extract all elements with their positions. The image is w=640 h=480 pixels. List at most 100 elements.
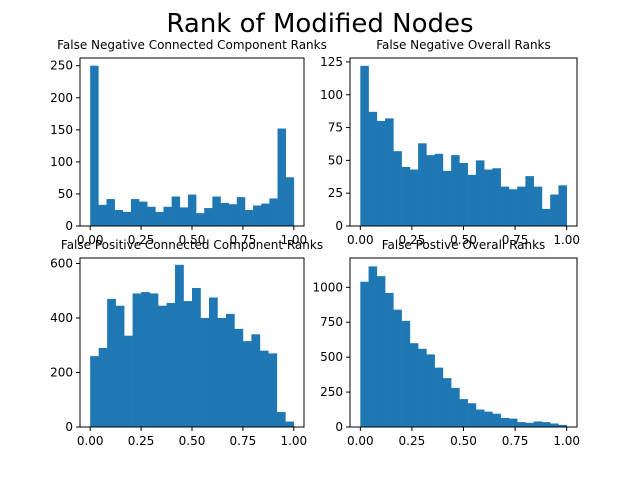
- histogram-bar: [393, 151, 402, 226]
- histogram-bar: [155, 211, 164, 226]
- histogram-bar: [179, 207, 189, 226]
- histogram-bar: [114, 209, 124, 226]
- histogram-bar: [409, 343, 419, 427]
- x-tick-label: 0.75: [230, 434, 257, 448]
- histogram-bar: [385, 118, 394, 226]
- histogram-bar: [558, 185, 567, 226]
- histogram-bar: [236, 197, 246, 226]
- y-tick-label: 200: [50, 91, 73, 105]
- histogram-panel-3: 0.00 0.25 0.50 0.75 1.00 0 200 400 600 False Posi…: [50, 238, 323, 448]
- y-tick-label: 125: [320, 55, 343, 69]
- histogram-bar: [393, 309, 402, 427]
- histogram-bar: [242, 341, 252, 427]
- histogram-bar: [90, 65, 99, 226]
- histogram-bar: [541, 208, 551, 226]
- histogram-bar: [500, 186, 510, 226]
- histogram-bar: [368, 111, 378, 226]
- x-tick-label: 0.00: [347, 233, 374, 247]
- histogram-bar: [187, 194, 197, 226]
- histogram-bar: [376, 276, 386, 427]
- histogram-bar: [251, 334, 261, 427]
- histogram-bar: [259, 350, 269, 427]
- histogram-panel-2: 0.00 0.25 0.50 0.75 1.00 0 25 50 75 100 125 False N…: [320, 38, 580, 247]
- y-tick-label: 25: [328, 186, 343, 200]
- histogram-bar: [409, 169, 419, 226]
- histogram-bar: [517, 422, 526, 427]
- histogram-bar: [141, 292, 150, 427]
- histogram-bar: [212, 196, 221, 226]
- histogram-bar: [98, 204, 107, 226]
- x-tick-label: 1.00: [553, 434, 580, 448]
- histogram-bar: [217, 317, 227, 427]
- histogram-bar: [558, 424, 567, 427]
- y-tick-label: 150: [50, 123, 73, 137]
- histogram-bar: [106, 199, 115, 226]
- histogram-bar: [147, 206, 156, 226]
- histogram-bar: [376, 121, 386, 226]
- y-tick-label: 50: [328, 153, 343, 167]
- histogram-bar: [475, 409, 485, 427]
- histogram-bar: [261, 203, 270, 226]
- histogram-bar: [550, 423, 559, 427]
- histogram-bar: [192, 287, 201, 427]
- histogram-bar: [385, 292, 394, 427]
- y-tick-label: 0: [65, 420, 73, 434]
- y-tick-label: 100: [320, 88, 343, 102]
- histogram-bar: [228, 204, 238, 226]
- histogram-bar: [550, 194, 559, 226]
- y-tick-label: 750: [320, 315, 343, 329]
- histogram-bar: [442, 170, 452, 226]
- histogram-bar: [139, 201, 148, 226]
- histogram-panel-4: 0.00 0.25 0.50 0.75 1.00 0 250 500 750 1000 False …: [312, 238, 580, 448]
- histogram-bar: [459, 399, 468, 427]
- histogram-bar: [418, 143, 427, 226]
- histogram-bar: [451, 387, 460, 427]
- histogram-bar: [442, 378, 452, 427]
- histogram-bar: [508, 189, 518, 226]
- x-tick-label: 0.75: [502, 434, 529, 448]
- y-tick-label: 500: [320, 350, 343, 364]
- histogram-bar: [196, 213, 205, 226]
- histogram-bar: [183, 301, 193, 427]
- x-tick-label: 0.75: [230, 233, 257, 247]
- histogram-bar: [171, 196, 181, 226]
- histogram-bar: [426, 354, 435, 427]
- histogram-bar: [451, 155, 460, 226]
- histogram-bar: [98, 347, 108, 427]
- histogram-bar: [277, 128, 286, 226]
- histogram-bar: [475, 160, 485, 226]
- histogram-bar: [508, 418, 518, 427]
- histogram-bar: [401, 166, 411, 226]
- histogram-bar: [130, 199, 140, 226]
- x-tick-label: 0.25: [399, 434, 426, 448]
- y-tick-label: 0: [335, 219, 343, 233]
- x-tick-label: 0.00: [347, 434, 374, 448]
- histogram-bar: [107, 298, 116, 427]
- histogram-bar: [268, 353, 278, 427]
- histogram-bar: [149, 293, 159, 427]
- x-tick-label: 0.25: [128, 233, 155, 247]
- y-tick-label: 600: [50, 256, 73, 270]
- histogram-bar: [467, 174, 477, 226]
- histogram-bar: [401, 320, 411, 427]
- histogram-bar: [253, 205, 262, 226]
- histogram-bar: [234, 328, 244, 427]
- subplot-title: False Positive Connected Component Ranks: [61, 238, 323, 252]
- x-tick-label: 0.75: [502, 233, 529, 247]
- histogram-bar: [175, 264, 184, 427]
- x-tick-label: 0.00: [77, 434, 104, 448]
- histogram-bar: [517, 186, 526, 226]
- figure-title: Rank of Modified Nodes: [166, 9, 473, 39]
- x-tick-label: 0.50: [179, 434, 206, 448]
- x-tick-label: 0.50: [450, 233, 477, 247]
- y-tick-label: 50: [58, 187, 73, 201]
- histogram-bar: [541, 422, 551, 427]
- histogram-bar: [220, 202, 229, 226]
- histogram-bar: [484, 411, 493, 427]
- histogram-bar: [204, 208, 213, 226]
- histogram-bar: [360, 65, 369, 226]
- histogram-bar: [208, 297, 218, 427]
- histogram-bar: [166, 302, 176, 427]
- histogram-bar: [533, 421, 543, 427]
- histogram-bar: [158, 305, 167, 427]
